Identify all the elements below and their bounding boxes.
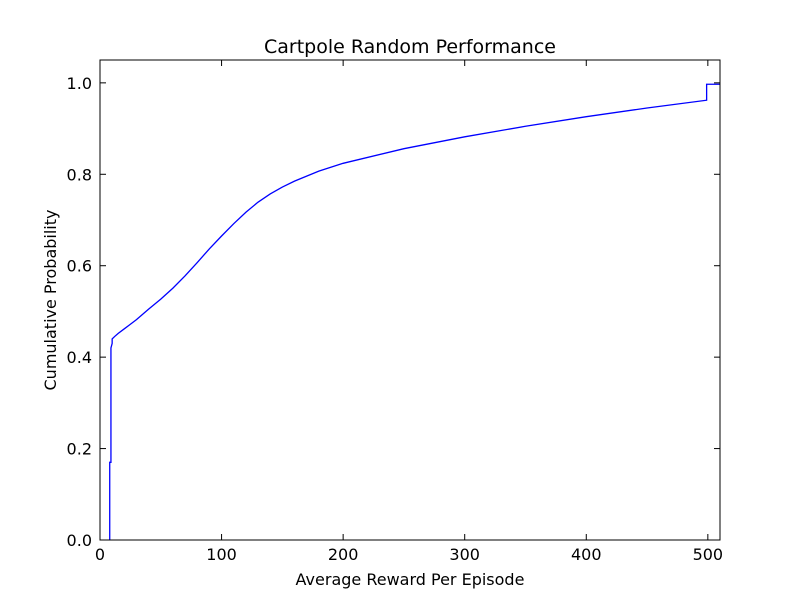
- y-tick-label: 0.8: [67, 165, 92, 184]
- x-tick-label: 300: [449, 545, 480, 564]
- x-axis: 0 100 200 300 400 500: [95, 60, 723, 564]
- chart-title: Cartpole Random Performance: [264, 36, 556, 58]
- x-tick-label: 500: [693, 545, 724, 564]
- plot-area: [109, 83, 720, 540]
- y-tick-label: 0.2: [67, 440, 92, 459]
- y-axis-label: Cumulative Probability: [41, 210, 60, 391]
- x-tick-label: 100: [206, 545, 237, 564]
- series-line-0: [109, 83, 720, 540]
- x-tick-label: 200: [328, 545, 359, 564]
- y-axis: 0.0 0.2 0.4 0.6 0.8 1.0: [67, 74, 720, 550]
- x-tick-label: 400: [571, 545, 602, 564]
- y-tick-label: 0.0: [67, 531, 92, 550]
- x-axis-label: Average Reward Per Episode: [296, 570, 525, 589]
- y-tick-label: 1.0: [67, 74, 92, 93]
- y-tick-label: 0.6: [67, 257, 92, 276]
- y-tick-label: 0.4: [67, 348, 92, 367]
- x-tick-label: 0: [95, 545, 105, 564]
- axes-frame: [99, 59, 721, 541]
